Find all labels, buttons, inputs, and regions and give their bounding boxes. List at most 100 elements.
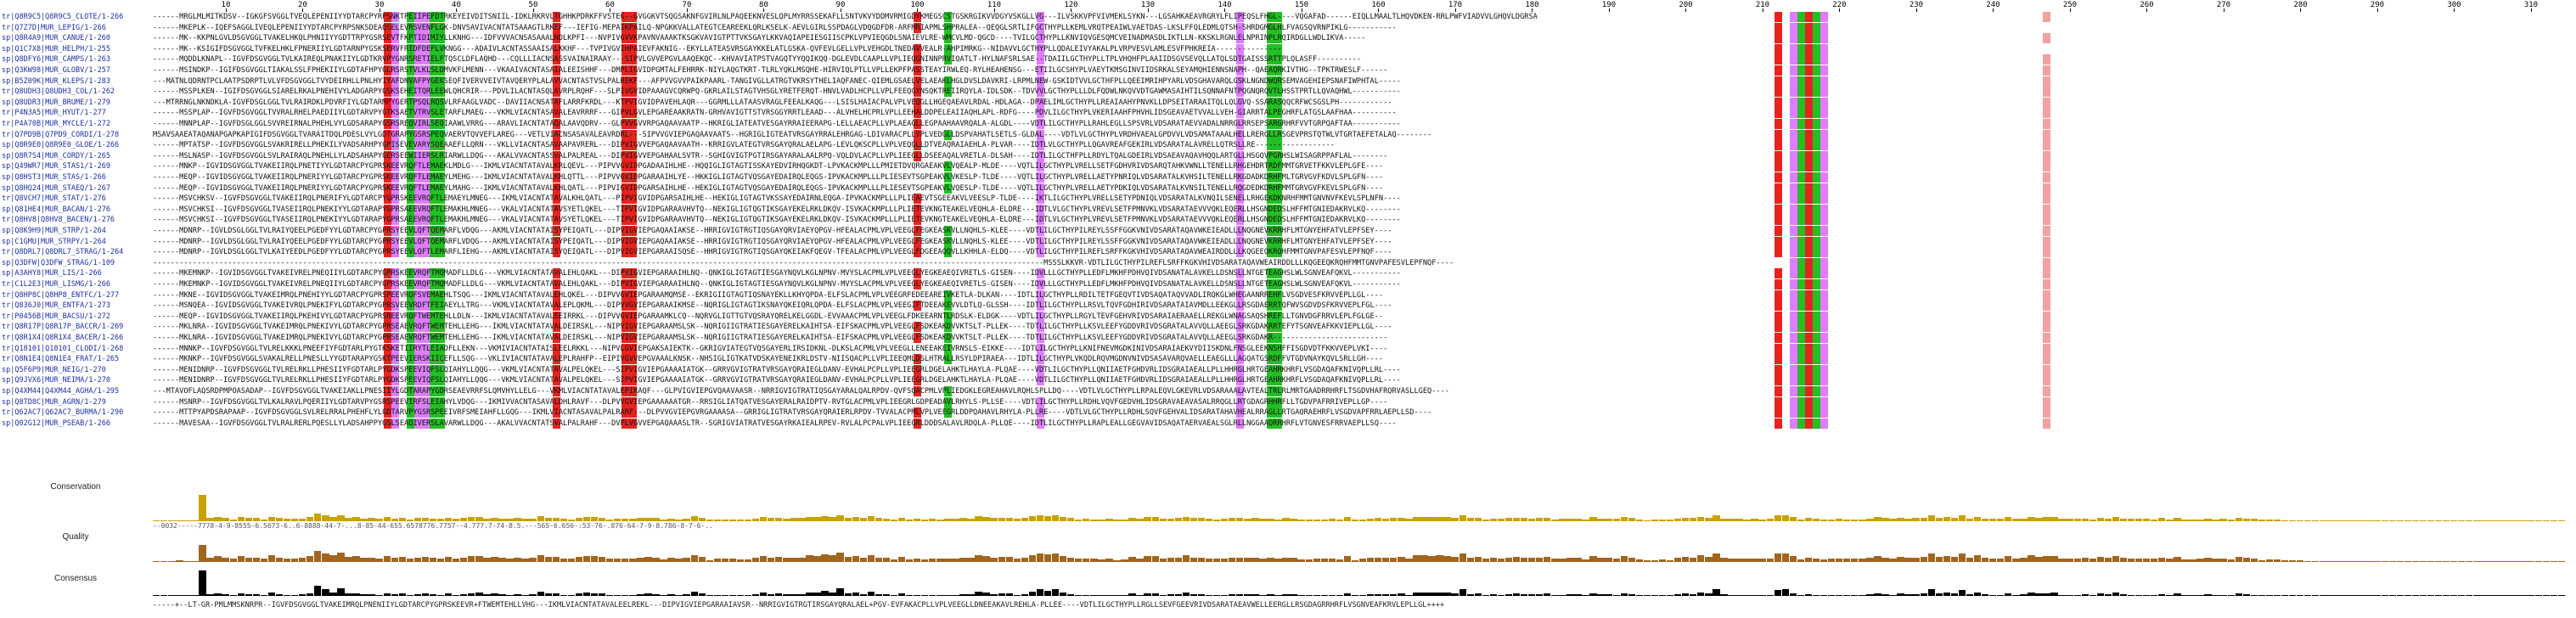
annotation-bar: [2442, 520, 2450, 521]
residue-highlight: [1774, 33, 1782, 44]
residue-highlight: [413, 333, 422, 343]
annotation-bar: [728, 595, 737, 596]
sequence-name[interactable]: sp|Q8UDR3|MUR_BRUME/1-279: [2, 98, 110, 107]
annotation-bar: [1527, 558, 1536, 562]
sequence-name[interactable]: tr|Q836J0|MUR_ENTFA/1-273: [2, 301, 110, 311]
sequence-name[interactable]: sp|Q3KW98|MUR_GLOBV/1-257: [2, 66, 110, 75]
sequence-name[interactable]: sp|Q8TD8C|MUR_AGRN/1-279: [2, 397, 106, 407]
residue-highlight: [944, 343, 953, 354]
sequence-name[interactable]: sp|Q8DFY6|MUR_CAMPS/1-263: [2, 55, 110, 65]
sequence-name[interactable]: sp|B5Z09K|MUR_KLEPS/1-283: [2, 76, 110, 86]
residue-highlight: [622, 150, 630, 161]
residue-highlight: [629, 247, 638, 258]
residue-highlight: [622, 87, 630, 98]
sequence-name[interactable]: sp|Q8R9E0|Q8R9E0_GLOE/1-266: [2, 141, 120, 150]
sequence-name[interactable]: sp|Q9JVX6|MUR_NEIMA/1-270: [2, 376, 110, 385]
sequence-name[interactable]: sp|Q4XM44|Q4XM44_AGHA/1-295: [2, 387, 120, 396]
annotation-bar: [2196, 519, 2204, 521]
residue-highlight: [1236, 322, 1245, 333]
annotation-bar: [2189, 519, 2196, 521]
annotation-bar: [1090, 519, 1098, 521]
annotation-bar: [1950, 517, 1959, 521]
alignment-row: ------MDNRP--IGVLDSGLGGLTVLKAIYEEDLPGEDF…: [153, 247, 2573, 258]
annotation-bar: [806, 555, 813, 562]
annotation-bar: [444, 593, 453, 596]
annotation-bar: [936, 519, 944, 521]
residue-highlight: [1804, 257, 1813, 268]
residue-highlight: [1267, 119, 1275, 129]
residue-highlight: [383, 375, 391, 386]
quality-track: [153, 540, 2573, 562]
sequence-name[interactable]: tr|Q18101|Q18101_CLODI/1-268: [2, 344, 124, 353]
annotation-bar: [897, 557, 906, 562]
sequence-name[interactable]: tr|Q8R9C5|Q8R9C5_CLOTE/1-266: [2, 13, 124, 21]
sequence-name[interactable]: sp|Q8HST3|MUR_STAS/1-266: [2, 173, 106, 182]
annotation-bar: [1589, 517, 1597, 521]
residue-highlight: [1267, 150, 1275, 161]
annotation-bar: [1812, 519, 1820, 521]
sequence-name[interactable]: tr|P4N3A5|MUR_HYUT/1-277: [2, 109, 106, 118]
residue-highlight: [1820, 43, 1828, 54]
sequence-name[interactable]: tr|Q62AC7|Q62AC7_BURMA/1-290: [2, 408, 124, 418]
sequence-name[interactable]: sp|Q8R4A9|MUR_CANUE/1-260: [2, 34, 110, 43]
sequence-name[interactable]: tr|Q8UDH3|Q8UDH3_COL/1-262: [2, 87, 115, 97]
annotation-bar: [1574, 594, 1582, 596]
annotation-bar: [890, 559, 898, 562]
residue-highlight: [1812, 76, 1820, 87]
annotation-bar: [2449, 520, 2458, 521]
ruler-tick-label: 220: [1832, 1, 1847, 9]
alignment-row: ---MTRRNGLNKNDKLA-IGVFDSGLGGLTVLRAIRDKLP…: [153, 97, 2573, 108]
sequence-name[interactable]: tr|Q8R1X4|Q8R1X4_BACER/1-266: [2, 334, 124, 342]
sequence-name[interactable]: sp|A3AHY8|MUR_LIS/1-266: [2, 269, 102, 278]
annotation-bar: [1244, 518, 1251, 521]
annotation-bar: [859, 518, 868, 521]
sequence-name[interactable]: tr|Q8HP8C|Q8HP8_ENTFC/1-277: [2, 290, 120, 300]
annotation-bar: [290, 519, 299, 521]
sequence-name[interactable]: sp|Q8HQ24|MUR_STAEQ/1-267: [2, 183, 110, 193]
residue-highlight: [421, 204, 430, 215]
residue-highlight: [1804, 204, 1813, 215]
sequence-name[interactable]: sp|Q3DFW|Q3DFW_STRAG/1-109: [2, 258, 115, 267]
sequence-name[interactable]: tr|Q7Z7D|MUR_LEPIG/1-266: [2, 23, 106, 32]
sequence-name[interactable]: tr|Q8HV8|Q8HV8_BACEN/1-276: [2, 216, 115, 225]
annotation-bar: [1520, 557, 1528, 562]
sequence-name[interactable]: sp|Q5F6P9|MUR_NEIG/1-270: [2, 365, 106, 374]
annotation-bar: [1182, 555, 1190, 562]
annotation-bar: [1766, 519, 1774, 521]
sequence-name[interactable]: sp|Q49WR7|MUR_STAS1/1-269: [2, 162, 110, 171]
sequence-name[interactable]: sp|Q81HE4|MUR_BACAN/1-276: [2, 205, 110, 214]
sequence-name[interactable]: tr|P0456B|MUR_BACSU/1-272: [2, 312, 110, 321]
annotation-bar: [1897, 517, 1904, 521]
sequence-name[interactable]: tr|Q7PD9B|Q7PD9_CORDI/1-278: [2, 130, 120, 139]
sequence-name[interactable]: tr|Q8DRL7|Q8DRL7_STRAG/1-264: [2, 248, 124, 257]
ruler-tick-label: 50: [528, 1, 538, 9]
sequence-name[interactable]: tr|Q8VCH7|MUR_STAT/1-276: [2, 194, 106, 204]
residue-highlight: [552, 172, 560, 183]
sequence-name[interactable]: tr|C1L2E3|MUR_LISMG/1-266: [2, 280, 110, 289]
sequence-name[interactable]: sp|Q8R7S4|MUR_CORDY/1-265: [2, 151, 110, 160]
annotation-bar: [2204, 594, 2212, 596]
annotation-bar: [2189, 595, 2196, 596]
annotation-bar: [1582, 595, 1589, 596]
sequence-name[interactable]: tr|Q8R17P|Q8R17P_BACCR/1-269: [2, 323, 124, 332]
residue-highlight: [413, 343, 422, 354]
residue-highlight: [436, 129, 445, 140]
sequence-name[interactable]: sp|Q8K9H9|MUR_STRP/1-264: [2, 227, 106, 235]
sequence-name[interactable]: tr|P4A70B|MUR_MYCLE/1-272: [2, 120, 110, 128]
residue-highlight: [552, 418, 560, 429]
residue-highlight: [629, 129, 638, 140]
annotation-bar: [2312, 520, 2320, 521]
sequence-name[interactable]: sp|Q02G12|MUR_PSEAB/1-266: [2, 419, 110, 428]
annotation-bar: [1889, 558, 1897, 562]
residue-highlight: [1236, 161, 1245, 172]
sequence-name[interactable]: sp|Q1C7X8|MUR_HELPH/1-255: [2, 44, 110, 53]
annotation-bar: [2242, 558, 2251, 562]
annotation-bar: [1290, 594, 1297, 596]
annotation-bar: [875, 557, 883, 562]
residue-highlight: [429, 140, 437, 151]
sequence-name[interactable]: sp|C1GMU|MUR_STRPY/1-264: [2, 237, 106, 246]
residue-highlight: [1274, 22, 1283, 33]
annotation-bar: [859, 593, 868, 596]
annotation-bar: [322, 589, 329, 596]
sequence-name[interactable]: tr|Q8N1E4|Q8N1E4_FRAT/1-265: [2, 355, 120, 364]
